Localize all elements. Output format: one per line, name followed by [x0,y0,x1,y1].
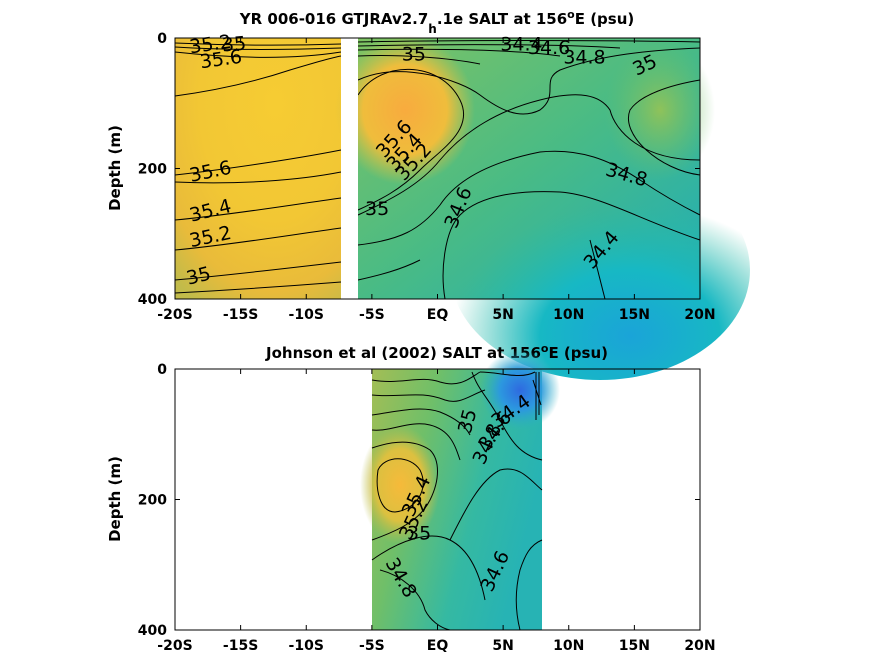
panel-bottom-x-tick-label: 10N [553,638,584,654]
panel-top-contour [174,42,342,46]
panel-top-title-superscript: o [567,8,575,21]
panel-top-y-tick-labels: 0 200 400 [138,31,167,308]
panel-top-contour [174,149,342,176]
panel-top-low-salt-core [450,160,750,380]
panel-top-contour [174,281,342,294]
panel-top-contour [174,46,342,50]
panel-top-contour [174,171,342,184]
panel-top-x-tick-label: EQ [427,307,449,323]
panel-bottom-y-tick-label: 200 [138,493,167,509]
panel-top-title-subscript: h [428,22,437,36]
panel-bottom-contour [371,389,486,402]
panel-bottom-contour [532,372,542,420]
panel-bottom-contour-label: 35 [407,522,431,544]
panel-top-x-tick-label: -20S [157,307,192,323]
panel-top-x-tick-label: -15S [223,307,258,323]
panel-top-contour [627,79,701,176]
panel-bottom-y-tick-label: 0 [157,362,167,378]
panel-top-contour-label: 34.8 [563,47,605,69]
panel-bottom-x-tick-label: -5S [359,638,385,654]
panel-top-x-tick-label: 5N [492,307,513,323]
panel-top-contour [357,48,561,57]
panel-top-contour [357,68,465,211]
panel-bottom-y-axis-label: Depth (m) [106,456,124,542]
panel-bottom-contour [379,569,451,631]
panel-bottom-x-tick-label: EQ [427,638,449,654]
panel-top-contour [589,239,606,300]
panel-top-title: YR 006-016 GTJRAv2.7h.1e SALT at 156oE (… [239,8,635,36]
panel-bottom-contour [371,371,481,385]
panel-top-x-tick-label: 15N [619,307,650,323]
panel-top-contour [442,191,701,300]
panel-top-title-mid: .1e SALT at 156 [437,10,567,28]
panel-top-contour [174,197,342,221]
panel-top-contour [357,150,701,246]
panel-bottom-x-tick-label: -10S [289,638,324,654]
panel-top-x-tick-labels: -20S -15S -10S -5S EQ 5N 10N 15N 20N [157,307,715,323]
panel-top-y-axis-label: Depth (m) [106,125,124,211]
panel-top-contour [357,259,421,281]
panel-bottom-x-tick-labels: -20S -15S -10S -5S EQ 5N 10N 15N 20N [157,638,715,654]
panel-bottom: Johnson et al (2002) SALT at 156oE (psu)… [106,342,716,654]
panel-bottom-x-tick-label: 5N [492,638,513,654]
panel-bottom-low-salt-core [480,350,560,430]
panel-top-data-gap [341,38,358,299]
panel-bottom-contour [371,441,438,541]
panel-top-x-tick-label: -5S [359,307,385,323]
panel-top-ticks [174,37,701,300]
panel-bottom-y-tick-labels: 0 200 400 [138,362,167,639]
panel-top-contour [174,55,342,97]
panel-top-contour-label: 35 [365,198,389,220]
panel-top-contour-label: 34.6 [528,37,570,59]
panel-bottom-contour [376,458,424,513]
panel-top-contour-label: 35 [221,33,247,57]
panel-top-field-south [175,38,341,299]
panel-top-contour [174,227,342,251]
panel-bottom-ticks [174,368,701,631]
panel-top-x-tick-label: 10N [553,307,584,323]
panel-top: YR 006-016 GTJRAv2.7h.1e SALT at 156oE (… [106,8,750,380]
panel-top-x-tick-label: -10S [289,307,324,323]
panel-top-x-tick-label: 20N [684,307,715,323]
panel-top-high-salt-core [335,35,475,185]
panel-top-contour [174,261,342,281]
panel-bottom-x-tick-label: 20N [684,638,715,654]
panel-top-y-tick-label: 400 [138,292,167,308]
panel-bottom-contour [449,468,543,541]
panel-top-contour [357,94,701,216]
panel-top-y-tick-label: 200 [138,162,167,178]
panel-bottom-x-tick-label: 15N [619,638,650,654]
panel-bottom-high-salt-core [360,425,440,545]
panel-bottom-contour [371,408,471,436]
panel-bottom-y-tick-label: 400 [138,623,167,639]
panel-bottom-contour [371,535,486,601]
panel-bottom-contour [471,371,543,461]
panel-top-title-main: YR 006-016 GTJRAv2.7 [239,10,429,28]
panel-top-contour [357,44,621,49]
panel-top-contour-label: 34.4 [500,34,542,56]
panel-top-title-end: E (psu) [575,10,635,28]
panel-top-contour [357,54,481,65]
panel-top-y-tick-label: 0 [157,31,167,47]
panel-bottom-title-main: Johnson et al (2002) SALT at 156 [265,344,541,362]
panel-bottom-contour [371,423,461,461]
panel-bottom-title-end: E (psu) [548,344,608,362]
panel-top-contour-label: 35 [402,43,426,65]
panel-bottom-contour [515,539,543,631]
panel-bottom-contour [479,371,536,377]
panel-bottom-x-tick-label: -15S [223,638,258,654]
panel-top-contour [357,47,701,115]
panel-top-green-lobe [605,40,715,180]
panel-bottom-x-tick-label: -20S [157,638,192,654]
panel-bottom-title: Johnson et al (2002) SALT at 156oE (psu) [265,342,608,362]
panel-bottom-title-superscript: o [541,342,549,355]
panel-top-contour [357,40,701,43]
panel-top-contour [174,51,342,58]
